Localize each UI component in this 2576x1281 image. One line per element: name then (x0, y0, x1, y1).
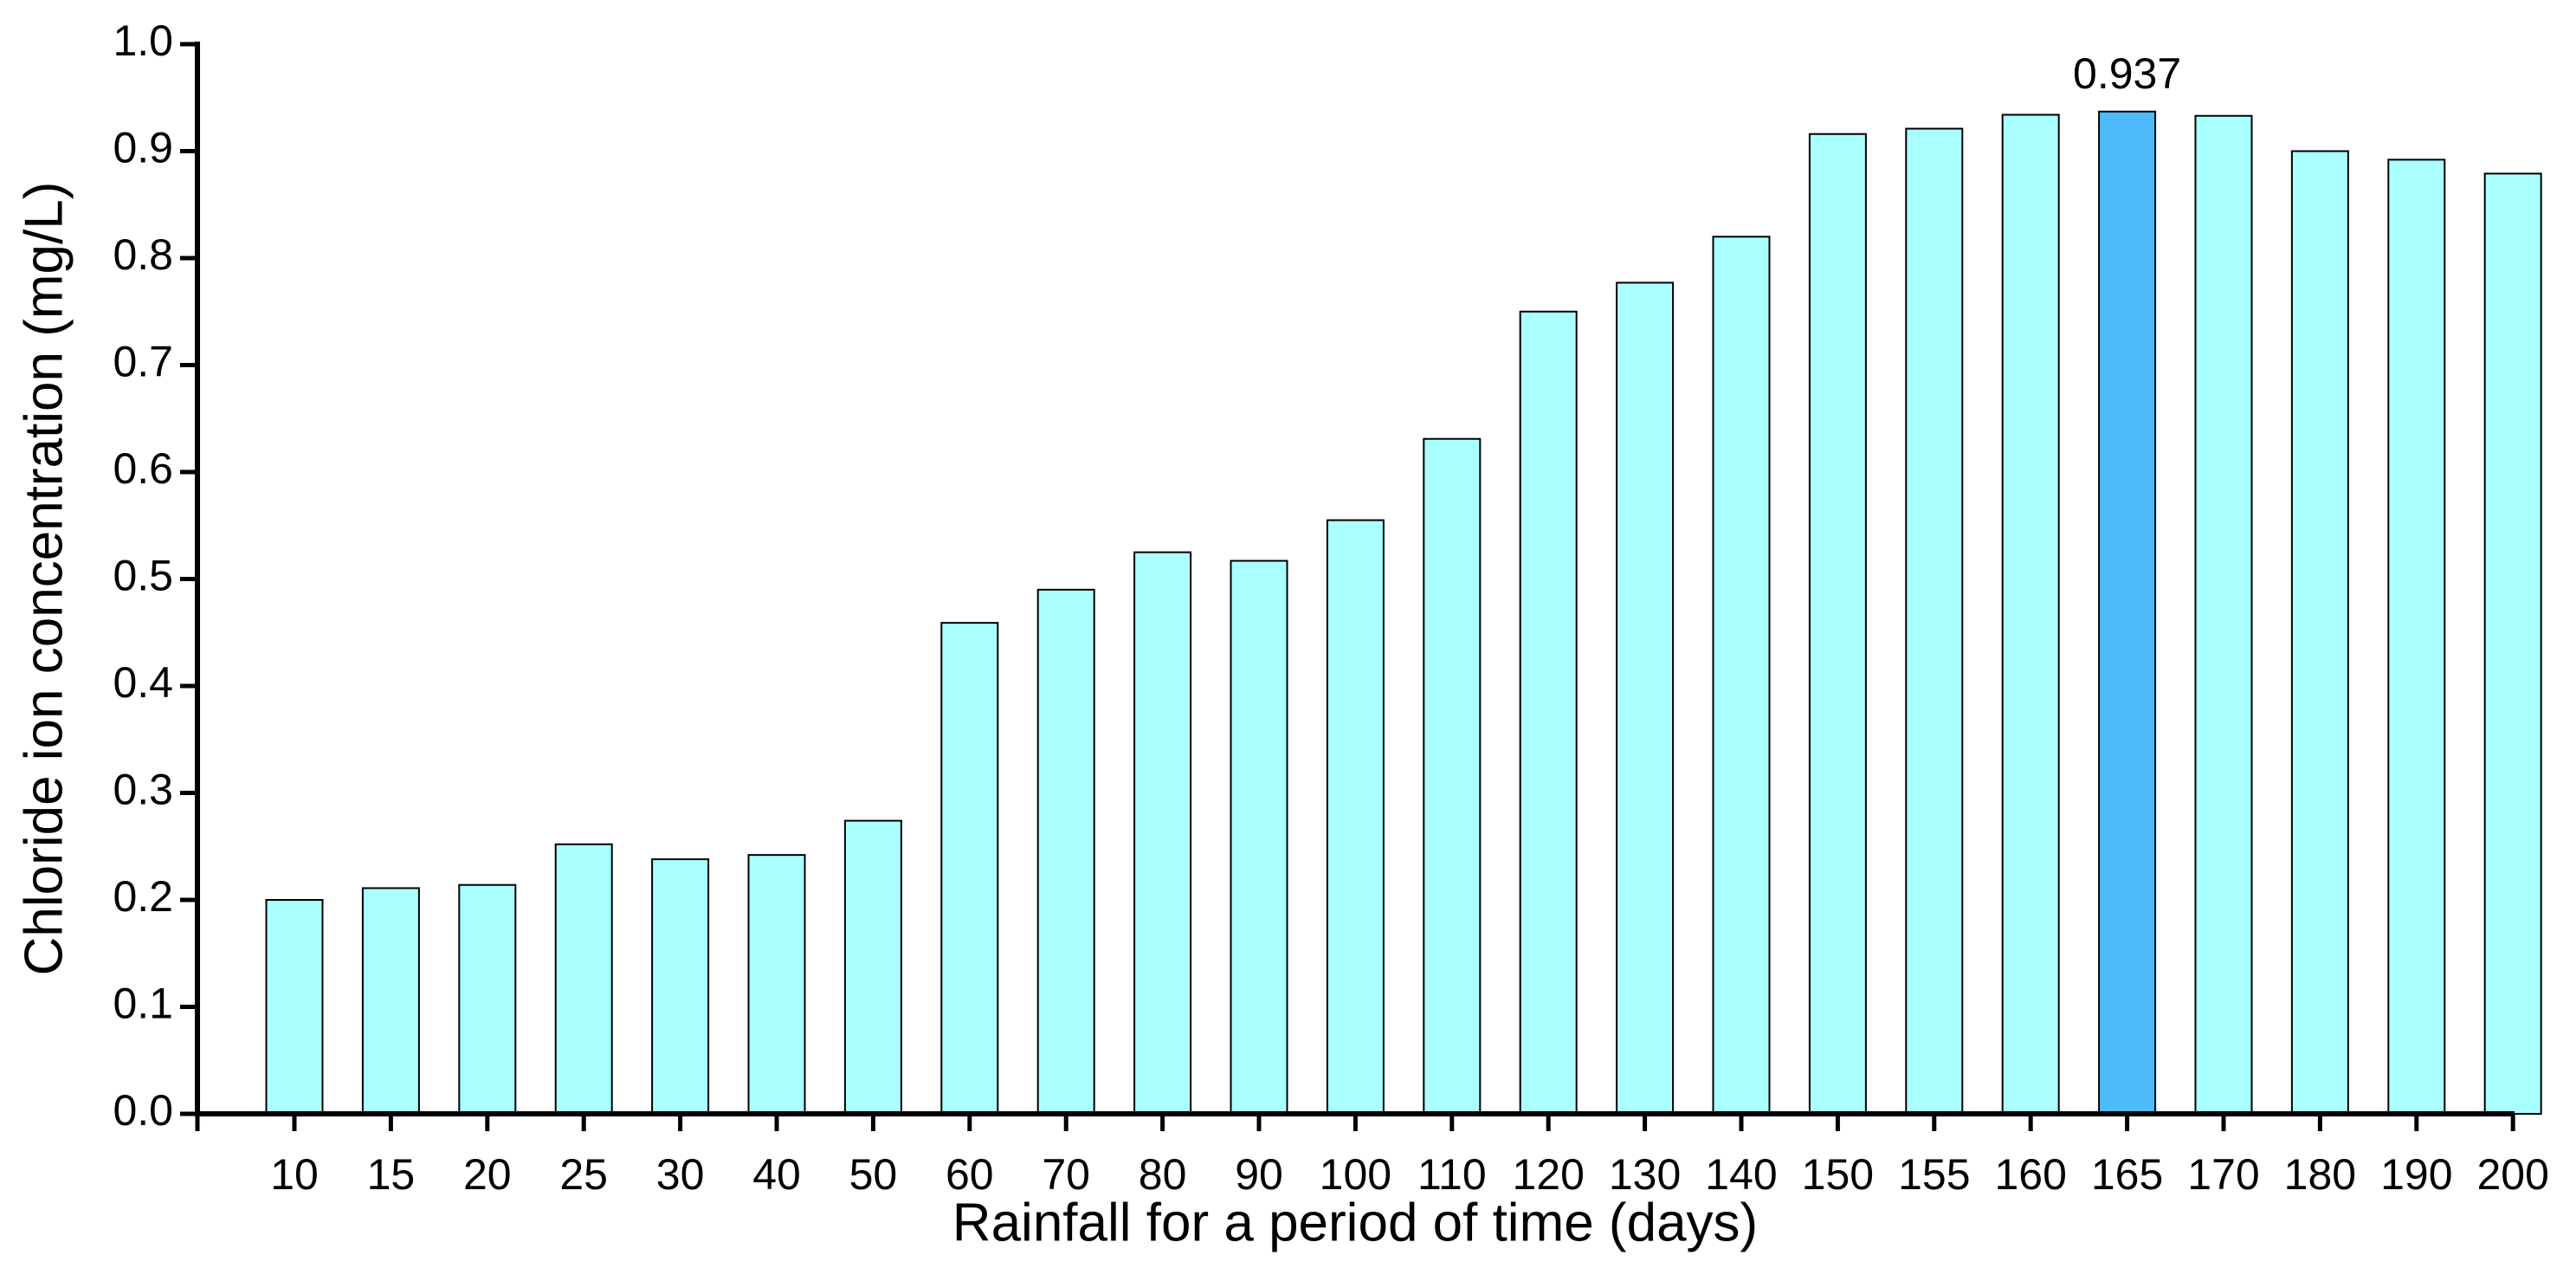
y-axis-title: Chloride ion concentration (mg/L) (14, 182, 74, 976)
bar (265, 899, 324, 1115)
x-tick-label: 165 (2091, 1150, 2163, 1199)
bar (1808, 133, 1867, 1116)
x-tick-label: 10 (270, 1150, 319, 1199)
y-tick-label: 0.4 (113, 658, 173, 707)
bar (2001, 113, 2060, 1115)
x-tick-label: 50 (849, 1150, 898, 1199)
bar (554, 843, 613, 1116)
x-tick-label: 30 (656, 1150, 705, 1199)
y-tick-label: 0.9 (113, 124, 173, 172)
x-tick-label: 180 (2284, 1150, 2356, 1199)
bar (1616, 281, 1675, 1115)
bar (458, 883, 517, 1116)
bar (747, 854, 806, 1115)
x-tick-label: 155 (1898, 1150, 1970, 1199)
y-tick-label: 0.3 (113, 766, 173, 814)
y-tick-label: 1.0 (113, 16, 173, 65)
bar (2387, 159, 2446, 1115)
x-tick-label: 170 (2187, 1150, 2259, 1199)
bar (940, 622, 999, 1115)
bar (2194, 114, 2253, 1115)
x-tick-label: 80 (1139, 1150, 1187, 1199)
bar (1905, 127, 1964, 1116)
x-tick-label: 130 (1609, 1150, 1681, 1199)
bar (2290, 150, 2349, 1115)
value-label: 0.937 (2073, 49, 2181, 98)
x-tick-label: 160 (1994, 1150, 2066, 1199)
x-tick-label: 25 (559, 1150, 608, 1199)
y-tick-label: 0.6 (113, 444, 173, 493)
x-tick-label: 150 (1802, 1150, 1874, 1199)
y-tick-label: 0.5 (113, 552, 173, 600)
x-axis-title: Rainfall for a period of time (days) (952, 1193, 1758, 1252)
bar (1230, 560, 1288, 1115)
bar (361, 887, 420, 1116)
x-tick-label: 100 (1320, 1150, 1391, 1199)
x-tick-label: 120 (1512, 1150, 1584, 1199)
x-tick-label: 40 (752, 1150, 801, 1199)
bar (2483, 172, 2542, 1115)
x-tick-label: 90 (1235, 1150, 1283, 1199)
bar (1133, 551, 1192, 1115)
x-tick-label: 190 (2380, 1150, 2452, 1199)
x-tick-label: 140 (1705, 1150, 1777, 1199)
x-tick-label: 20 (463, 1150, 512, 1199)
x-tick-label: 60 (946, 1150, 994, 1199)
bar (1326, 519, 1385, 1115)
x-tick-label: 15 (367, 1150, 416, 1199)
bar (2098, 110, 2157, 1115)
y-tick-label: 0.7 (113, 338, 173, 386)
x-tick-label: 200 (2476, 1150, 2548, 1199)
x-tick-label: 70 (1042, 1150, 1090, 1199)
bar (1712, 236, 1771, 1115)
y-tick-label: 0.0 (113, 1086, 173, 1135)
x-tick-label: 110 (1417, 1150, 1487, 1199)
y-tick-label: 0.1 (113, 980, 173, 1028)
bar (1423, 437, 1482, 1115)
y-tick-label: 0.8 (113, 230, 173, 279)
bar (843, 819, 902, 1115)
y-tick-label: 0.2 (113, 872, 173, 921)
bar (1519, 310, 1578, 1115)
bar (1036, 588, 1095, 1115)
bar (651, 858, 710, 1115)
